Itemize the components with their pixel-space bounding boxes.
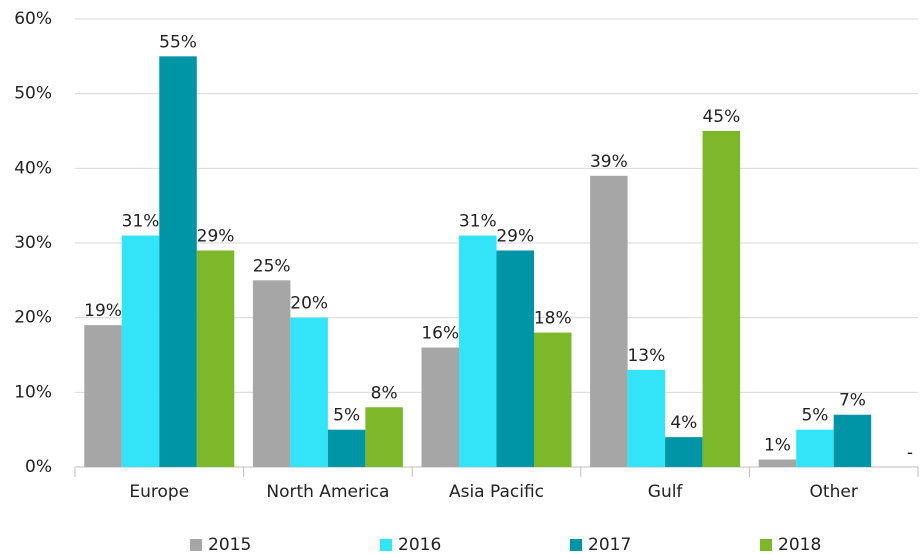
bar <box>702 131 741 467</box>
value-label: 8% <box>371 383 398 403</box>
legend-swatch <box>570 539 582 551</box>
bar <box>196 250 235 467</box>
bar <box>327 429 366 467</box>
value-label: 16% <box>421 324 459 344</box>
bar <box>758 459 797 467</box>
legend-swatch <box>380 539 392 551</box>
legend-label: 2015 <box>208 535 251 555</box>
x-tick-label: North America <box>266 482 389 502</box>
x-tick-label: Other <box>810 482 858 502</box>
bar <box>496 250 534 467</box>
bar <box>365 407 403 467</box>
bar <box>84 325 122 467</box>
y-tick-label: 20% <box>14 308 52 328</box>
value-label: 31% <box>459 212 497 232</box>
bar <box>290 317 328 467</box>
bar <box>627 369 666 467</box>
value-label: 29% <box>197 226 235 246</box>
value-label: 39% <box>590 152 628 172</box>
value-label: 4% <box>670 413 697 433</box>
x-tick-label: Gulf <box>648 482 684 502</box>
value-label: 13% <box>627 346 665 366</box>
value-label: 25% <box>253 256 291 276</box>
value-label: 55% <box>159 32 197 52</box>
y-tick-label: 40% <box>14 158 52 178</box>
value-label: 20% <box>290 294 328 314</box>
value-label: 1% <box>764 436 791 456</box>
y-tick-label: 60% <box>14 9 52 29</box>
value-label: 19% <box>84 301 122 321</box>
bar <box>590 175 628 468</box>
value-label: 5% <box>801 406 828 426</box>
bar <box>159 56 197 467</box>
bar <box>459 235 497 467</box>
bar <box>252 280 291 467</box>
y-tick-label: 30% <box>14 233 52 253</box>
legend-label: 2017 <box>588 535 631 555</box>
legend-label: 2016 <box>398 535 441 555</box>
value-label: 5% <box>333 406 360 426</box>
value-label: - <box>907 443 913 463</box>
bar <box>534 332 572 467</box>
value-label: 45% <box>702 107 740 127</box>
y-tick-label: 10% <box>14 382 52 402</box>
legend-label: 2018 <box>778 535 821 555</box>
value-label: 18% <box>534 309 572 329</box>
bar <box>121 235 160 467</box>
bar <box>833 414 872 467</box>
bar <box>421 347 459 467</box>
x-tick-label: Europe <box>129 482 189 502</box>
value-label: 29% <box>496 226 534 246</box>
y-tick-label: 50% <box>14 84 52 104</box>
x-tick-label: Asia Pacific <box>449 482 544 502</box>
y-tick-label: 0% <box>25 457 52 477</box>
legend-swatch <box>760 539 772 551</box>
bar <box>665 437 703 467</box>
legend-swatch <box>190 539 202 551</box>
bar <box>796 429 834 467</box>
value-label: 7% <box>839 391 866 411</box>
value-label: 31% <box>122 212 160 232</box>
